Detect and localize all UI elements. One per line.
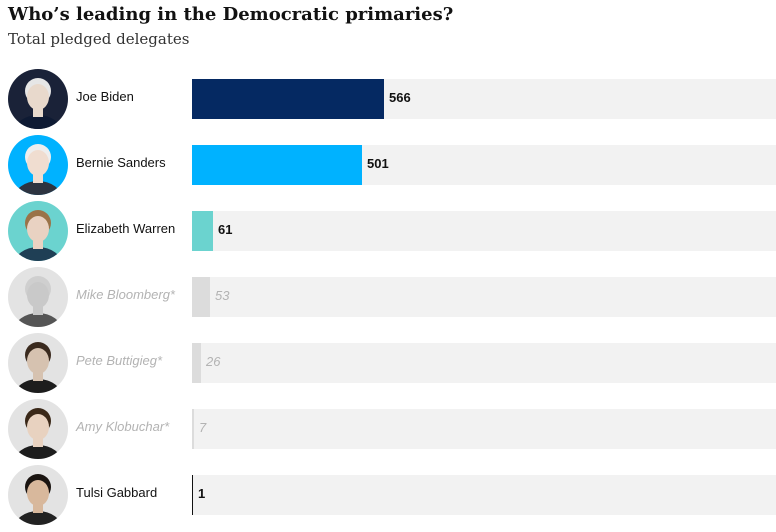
bar-track bbox=[192, 277, 776, 317]
candidate-name: Pete Buttigieg* bbox=[76, 353, 163, 368]
delegate-count: 61 bbox=[218, 222, 233, 237]
bar-track bbox=[192, 409, 776, 449]
candidate-name: Mike Bloomberg* bbox=[76, 287, 175, 302]
candidate-avatar bbox=[8, 333, 68, 393]
delegate-count: 7 bbox=[199, 420, 207, 435]
delegate-count: 1 bbox=[198, 486, 206, 501]
delegate-count: 26 bbox=[206, 354, 221, 369]
chart-row: Bernie Sanders 501 bbox=[0, 135, 776, 195]
candidate-avatar bbox=[8, 201, 68, 261]
chart-row: Elizabeth Warren 61 bbox=[0, 201, 776, 261]
delegate-bar bbox=[192, 475, 193, 515]
candidate-name: Joe Biden bbox=[76, 89, 134, 104]
bar-track bbox=[192, 211, 776, 251]
delegate-bar bbox=[192, 145, 362, 185]
chart-title: Who’s leading in the Democratic primarie… bbox=[8, 4, 454, 25]
delegate-count: 53 bbox=[215, 288, 230, 303]
chart-row: Tulsi Gabbard 1 bbox=[0, 465, 776, 525]
candidate-avatar bbox=[8, 399, 68, 459]
candidate-avatar bbox=[8, 135, 68, 195]
candidate-avatar bbox=[8, 465, 68, 525]
delegate-bar bbox=[192, 79, 384, 119]
delegate-count: 501 bbox=[367, 156, 389, 171]
chart-row: Joe Biden 566 bbox=[0, 69, 776, 129]
chart-row: Mike Bloomberg* 53 bbox=[0, 267, 776, 327]
chart-row: Pete Buttigieg* 26 bbox=[0, 333, 776, 393]
chart-subtitle: Total pledged delegates bbox=[8, 30, 190, 48]
chart-row: Amy Klobuchar* 7 bbox=[0, 399, 776, 459]
candidate-name: Tulsi Gabbard bbox=[76, 485, 158, 500]
delegate-count: 566 bbox=[389, 90, 411, 105]
candidate-name: Amy Klobuchar* bbox=[76, 419, 170, 434]
candidate-avatar bbox=[8, 69, 68, 129]
candidate-avatar bbox=[8, 267, 68, 327]
delegate-bar bbox=[192, 409, 194, 449]
delegate-bar bbox=[192, 211, 213, 251]
delegate-bar bbox=[192, 277, 210, 317]
candidate-name: Elizabeth Warren bbox=[76, 221, 176, 236]
candidate-name: Bernie Sanders bbox=[76, 155, 166, 170]
bar-track bbox=[192, 343, 776, 383]
delegate-bar bbox=[192, 343, 201, 383]
bar-track bbox=[192, 475, 776, 515]
